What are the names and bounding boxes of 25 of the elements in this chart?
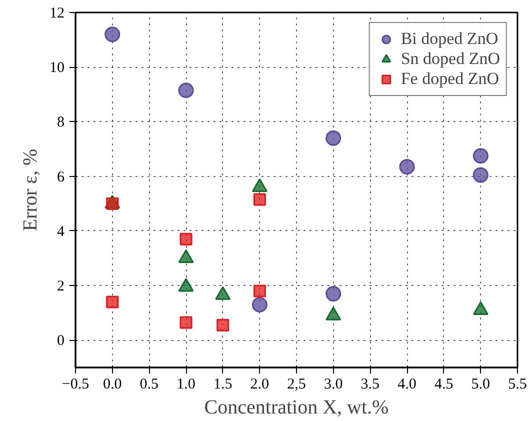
legend-label: Fe doped ZnO <box>400 69 500 89</box>
y-tick-label: 0 <box>57 333 64 350</box>
x-tick-label: −0.5 <box>62 376 90 392</box>
x-tick-label: 4.0 <box>398 376 416 392</box>
x-tick-label: 2,5 <box>287 376 306 392</box>
y-tick-label: 8 <box>57 114 64 131</box>
y-tick-label: 4 <box>57 224 65 240</box>
y-tick-label: 10 <box>50 60 64 76</box>
x-tick-label: 1.5 <box>213 376 232 392</box>
y-tick-label: 6 <box>57 169 65 186</box>
x-tick-label: 4.5 <box>434 376 454 392</box>
x-tick-label: 5.0 <box>471 376 490 392</box>
x-axis-title: Concentration X, wt.% <box>204 396 389 418</box>
y-axis-title: Error ε, % <box>20 148 42 232</box>
x-tick-label: 3.0 <box>324 376 343 392</box>
legend-label: Bi doped ZnO <box>400 29 498 49</box>
x-tick-label: 0.0 <box>102 376 122 392</box>
legend-label: Sn doped ZnO <box>400 49 500 69</box>
x-tick-label: 3.5 <box>360 376 380 392</box>
x-tick-label: 0.5 <box>140 376 159 392</box>
x-tick-label: 1.0 <box>176 376 196 392</box>
y-tick-label: 12 <box>50 6 64 22</box>
x-tick-label: 5.5 <box>508 376 527 392</box>
x-tick-label: 2.0 <box>250 376 270 392</box>
y-tick-label: 2 <box>57 278 64 295</box>
